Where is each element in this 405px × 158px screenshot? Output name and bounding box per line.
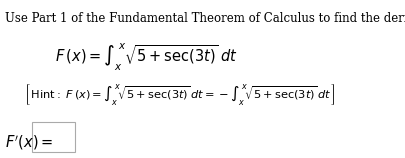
Text: $F'(x) =$: $F'(x) =$: [5, 133, 53, 152]
Text: $F\,(x) = \int_{x}^{\,x} \sqrt{5+\sec(3t)}\;dt$: $F\,(x) = \int_{x}^{\,x} \sqrt{5+\sec(3t…: [55, 42, 238, 73]
Text: $\left[\,\mathrm{Hint:}\;F\,(x) = \int_{x}^{\,x}\!\sqrt{5+\sec(3t)}\,dt = -\int_: $\left[\,\mathrm{Hint:}\;F\,(x) = \int_{…: [24, 82, 336, 107]
Text: Use Part 1 of the Fundamental Theorem of Calculus to find the derivative of the : Use Part 1 of the Fundamental Theorem of…: [5, 12, 405, 25]
FancyBboxPatch shape: [32, 122, 75, 152]
